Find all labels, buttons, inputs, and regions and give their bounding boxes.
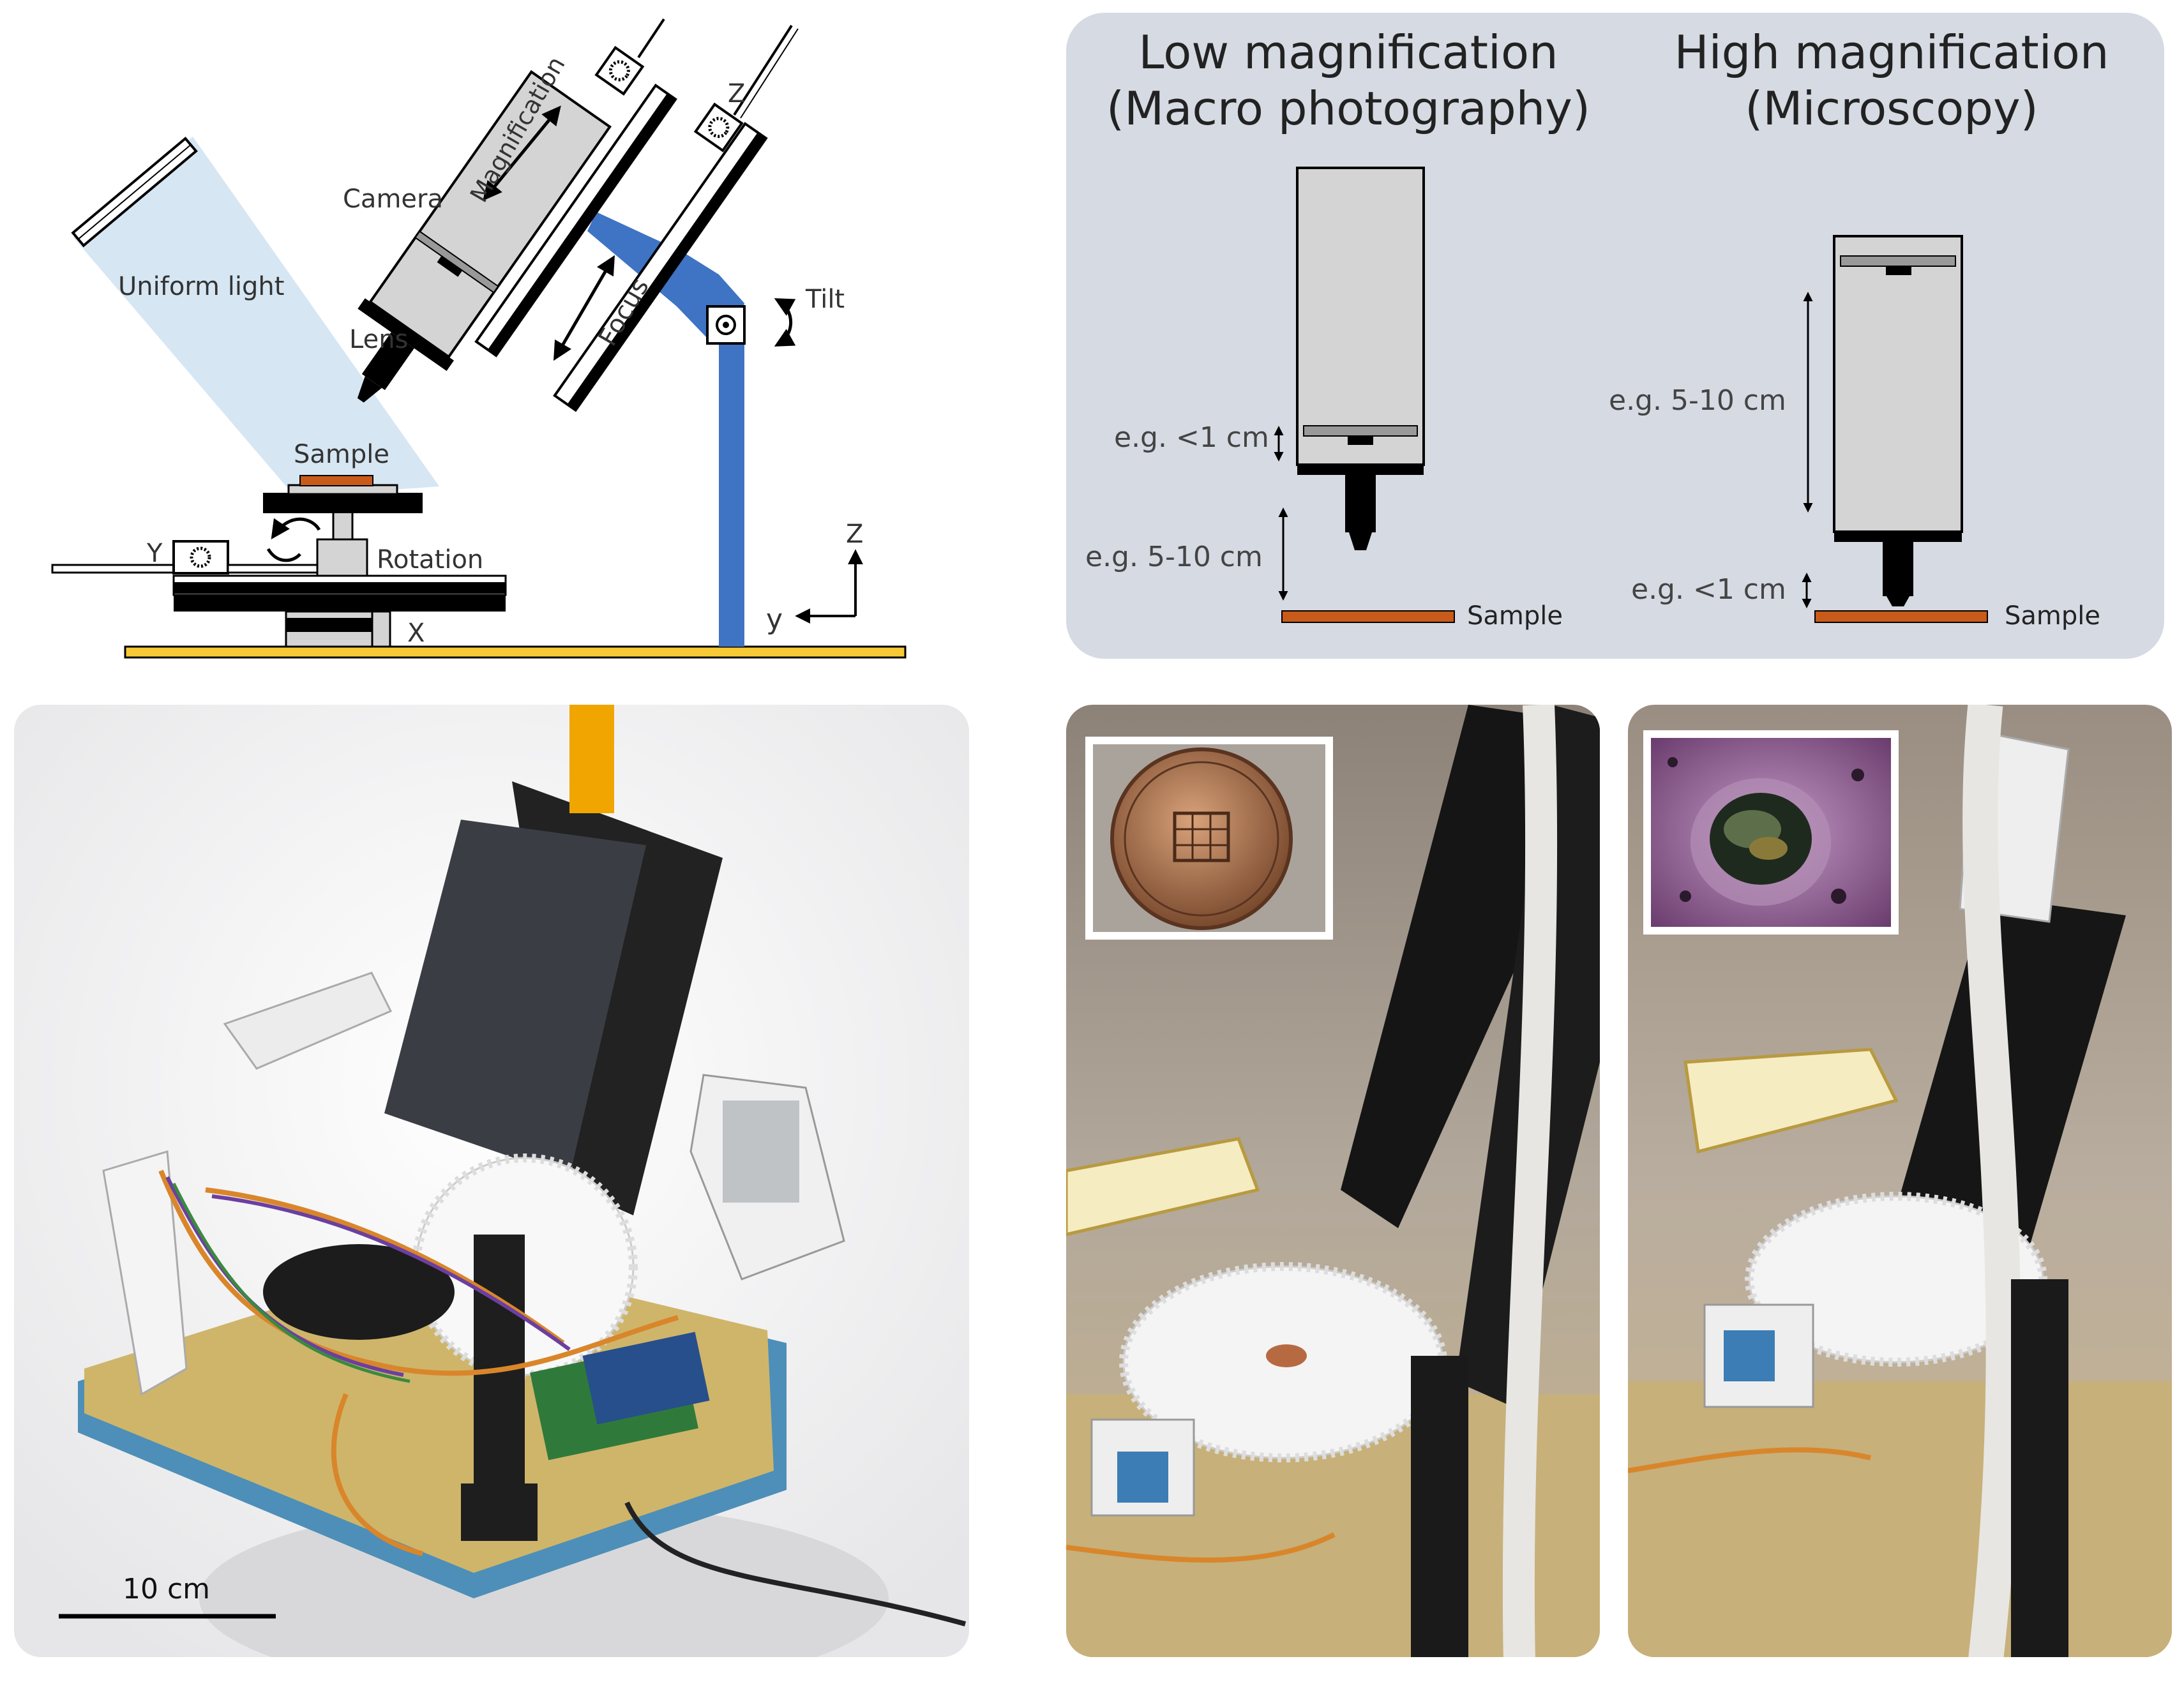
macro-photo (1066, 705, 1600, 1657)
high-mag-sample (1814, 610, 1988, 623)
magnification-comparison: Low magnification (Macro photography) Hi… (1066, 13, 2164, 659)
high-mag-title: High magnification (1675, 26, 2109, 79)
penny-inset (1085, 737, 1333, 940)
tilt-label: Tilt (805, 285, 845, 314)
high-mag-subtitle: (Microscopy) (1745, 82, 2038, 135)
axes-z-label: Z (846, 520, 863, 549)
setup-schematic: Uniform light Tilt Z Focus (51, 18, 907, 659)
low-mag-subtitle: (Macro photography) (1106, 82, 1590, 135)
rotation-label: Rotation (377, 545, 483, 574)
low-mag-title: Low magnification (1138, 26, 1558, 79)
microscopy-photo (1628, 705, 2172, 1657)
z-pillar (474, 1235, 525, 1490)
tilt-arrow (774, 298, 796, 347)
uniform-light-label: Uniform light (118, 272, 284, 301)
microscopy-inset (1643, 730, 1899, 935)
coordinate-axes (795, 549, 863, 624)
magnification-arrow (483, 105, 561, 201)
low-mag-camera (1296, 167, 1425, 550)
base-plate (124, 645, 907, 659)
high-sensor-dist-label: e.g. 5-10 cm (1609, 384, 1786, 417)
rotation-arrow (268, 517, 321, 562)
z-motor (693, 102, 744, 153)
z-pillar (2011, 1279, 2068, 1657)
tilt-pivot (706, 305, 746, 345)
light-beam (73, 137, 439, 497)
focus-arrow (553, 255, 615, 361)
magnification-motor (594, 45, 645, 96)
camera-label: Camera (343, 184, 443, 214)
high-sample-dist-label: e.g. <1 cm (1631, 573, 1786, 606)
led-panel (1683, 1047, 1899, 1154)
low-sensor-dist-label: e.g. <1 cm (1114, 421, 1269, 454)
sample (299, 475, 373, 486)
penny-sample (1266, 1344, 1307, 1367)
led-panel (1066, 1137, 1260, 1237)
lens-label: Lens (349, 325, 408, 354)
low-mag-sample (1281, 610, 1455, 623)
wiring (158, 1169, 679, 1556)
x-axis-label: X (407, 619, 425, 648)
low-sample-label: Sample (1467, 601, 1563, 631)
light-panel (71, 137, 198, 248)
stage (51, 475, 507, 648)
z-leadscrew (733, 24, 793, 116)
high-sample-label: Sample (2005, 601, 2100, 631)
magnification-rail (474, 83, 677, 357)
low-sample-dist-label: e.g. 5-10 cm (1085, 541, 1263, 573)
camera-housing (384, 820, 646, 1177)
scale-bar-label: 10 cm (123, 1573, 210, 1605)
sample-label: Sample (294, 440, 389, 469)
setup-photo: 10 cm (14, 705, 969, 1657)
y-axis-label: Y (146, 539, 163, 568)
z-motor-label: Z (728, 79, 745, 109)
high-mag-camera (1833, 235, 1963, 606)
axes-y-label: y (766, 603, 783, 636)
z-pillar (1411, 1356, 1468, 1657)
light-support (102, 1150, 188, 1396)
